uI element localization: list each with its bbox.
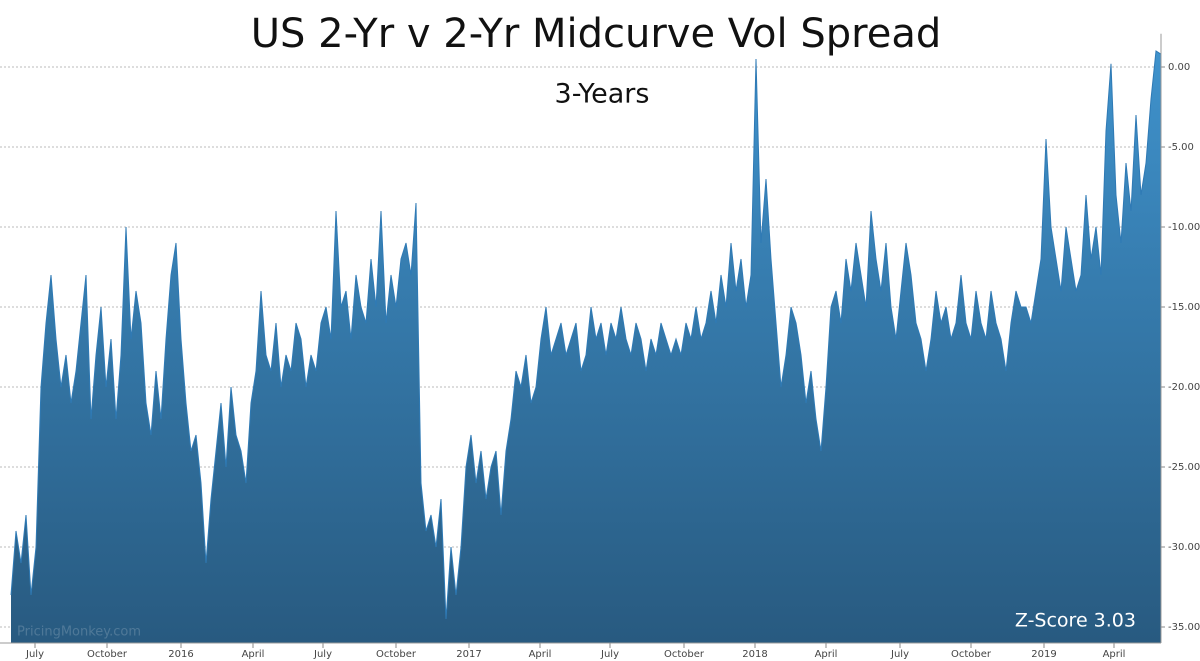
- x-tick-label: October: [951, 649, 992, 660]
- y-tick-label: -20.00: [1168, 382, 1200, 393]
- x-tick-label: April: [529, 649, 552, 660]
- y-tick-label: -5.00: [1168, 142, 1194, 153]
- x-tick-label: July: [313, 649, 332, 660]
- x-tick-label: April: [815, 649, 838, 660]
- line: [10, 50, 1162, 620]
- x-tick-label: October: [87, 649, 128, 660]
- y-tick-label: -25.00: [1168, 462, 1200, 473]
- x-tick-label: October: [664, 649, 705, 660]
- y-tick-label: 0.00: [1168, 62, 1190, 73]
- chart-title: US 2-Yr v 2-Yr Midcurve Vol Spread: [251, 11, 941, 57]
- x-tick-label: July: [600, 649, 619, 660]
- x-tick-label: 2018: [742, 649, 767, 660]
- y-tick-label: -15.00: [1168, 302, 1200, 313]
- x-tick-label: October: [376, 649, 417, 660]
- y-tick-label: -10.00: [1168, 222, 1200, 233]
- x-tick-label: 2019: [1031, 649, 1056, 660]
- x-tick-label: July: [25, 649, 44, 660]
- x-tick-label: April: [1103, 649, 1126, 660]
- y-tick-label: -30.00: [1168, 542, 1200, 553]
- area: [11, 51, 1161, 643]
- x-tick-label: July: [890, 649, 909, 660]
- plot: [10, 50, 1162, 643]
- x-tick-label: 2016: [168, 649, 193, 660]
- watermark: PricingMonkey.com: [17, 625, 141, 640]
- x-tick-label: 2017: [456, 649, 481, 660]
- chart-subtitle: 3-Years: [555, 79, 650, 110]
- annotation: Z-Score 3.03: [1015, 610, 1136, 632]
- y-tick-label: -35.00: [1168, 622, 1200, 633]
- x-tick-label: April: [242, 649, 265, 660]
